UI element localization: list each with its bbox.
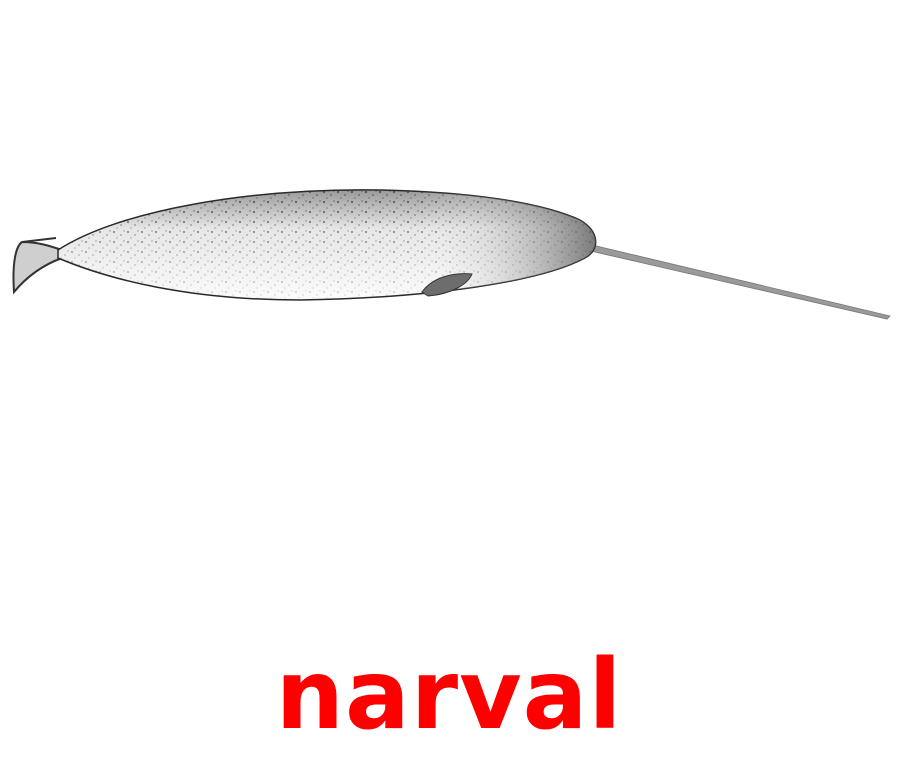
narwhal-illustration [0, 170, 898, 340]
tail-fluke [12, 240, 63, 295]
caption: narval [0, 640, 898, 750]
tusk [585, 243, 891, 320]
flipper [421, 273, 473, 297]
caption-word: narval [275, 639, 623, 751]
narwhal-drawing [12, 189, 891, 320]
